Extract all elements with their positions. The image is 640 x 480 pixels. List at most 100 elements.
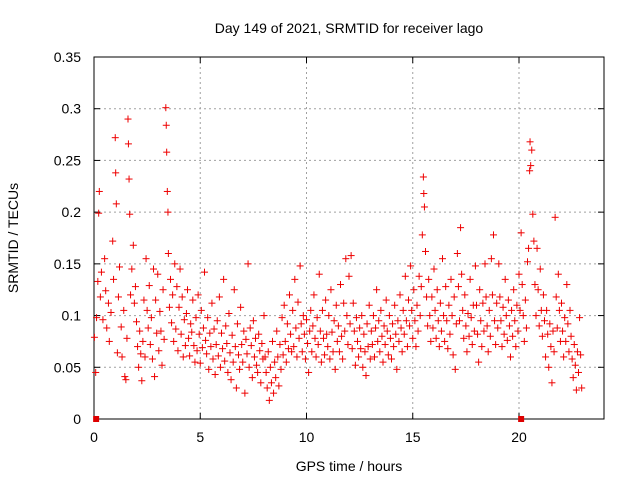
data-point [531, 281, 539, 289]
data-point [266, 363, 274, 371]
data-point [150, 265, 157, 273]
data-point [194, 291, 202, 299]
data-point [435, 343, 443, 351]
data-point [271, 358, 279, 366]
data-point [341, 327, 349, 335]
data-point [516, 306, 524, 314]
data-point [502, 312, 510, 320]
data-point [566, 306, 574, 314]
data-point [158, 361, 166, 369]
data-point [565, 348, 573, 356]
data-point [329, 348, 337, 356]
data-point [573, 348, 581, 356]
data-point [131, 283, 139, 291]
data-point [465, 332, 473, 340]
data-point [493, 299, 501, 307]
data-point [181, 342, 189, 350]
data-point [388, 355, 395, 363]
data-point [169, 291, 177, 299]
data-point [359, 363, 367, 371]
data-point [412, 343, 420, 351]
data-point [309, 322, 317, 330]
data-point [274, 353, 282, 361]
data-point [199, 324, 207, 332]
data-point [468, 341, 476, 349]
data-point [430, 265, 438, 273]
data-point [247, 342, 255, 350]
data-point [369, 312, 377, 320]
y-tick-label: 0 [73, 411, 81, 427]
data-point [552, 293, 560, 301]
data-point [101, 255, 109, 263]
data-point [327, 286, 335, 294]
x-tick-label: 0 [90, 429, 98, 445]
data-point [450, 293, 458, 301]
data-point [520, 337, 528, 345]
data-point [279, 351, 287, 359]
data-point [424, 322, 432, 330]
data-point [558, 299, 565, 307]
data-point [509, 332, 517, 340]
data-point [178, 293, 186, 301]
data-point [549, 327, 557, 335]
data-point [466, 275, 474, 283]
data-point [306, 327, 314, 335]
data-point [311, 334, 319, 342]
data-point [104, 299, 112, 307]
data-point [238, 341, 246, 349]
data-point [334, 322, 342, 330]
data-point [340, 299, 348, 307]
data-point [484, 348, 492, 356]
data-point [128, 265, 136, 273]
data-point [122, 376, 130, 384]
data-point [282, 358, 290, 366]
data-point [416, 312, 424, 320]
data-point [273, 327, 281, 335]
data-point [296, 262, 304, 270]
data-point [420, 203, 428, 211]
data-point [433, 286, 441, 294]
data-point [290, 343, 298, 351]
data-point [245, 363, 253, 371]
data-point [476, 286, 484, 294]
data-point [571, 361, 579, 369]
data-point [283, 320, 291, 328]
y-tick-label: 0.1 [62, 308, 82, 324]
data-point [321, 351, 329, 359]
data-point [507, 353, 514, 361]
data-point [208, 299, 216, 307]
data-point [503, 336, 511, 344]
data-point [384, 351, 392, 359]
data-point [392, 330, 400, 338]
y-axis-label: SRMTID / TECUs [5, 183, 21, 293]
data-point [544, 330, 552, 338]
data-point [193, 347, 201, 355]
data-point [171, 260, 179, 268]
data-point [527, 162, 535, 170]
data-point [487, 255, 495, 263]
data-point [257, 379, 265, 387]
data-point [209, 355, 217, 363]
data-point [239, 358, 247, 366]
data-point [364, 343, 372, 351]
data-point [96, 293, 104, 301]
data-point [575, 368, 582, 376]
data-point [414, 327, 422, 335]
data-point [305, 368, 313, 376]
data-point [397, 324, 405, 332]
data-point [153, 329, 161, 337]
data-point [244, 260, 252, 268]
data-point [330, 317, 338, 325]
data-point [182, 310, 190, 318]
data-point [499, 303, 507, 311]
data-point [229, 358, 237, 366]
data-point [280, 301, 288, 309]
data-point [95, 187, 103, 195]
data-point [382, 296, 390, 304]
data-point [293, 353, 301, 361]
data-point [568, 355, 576, 363]
data-point [133, 318, 140, 326]
data-point [264, 348, 272, 356]
data-point [361, 348, 369, 356]
